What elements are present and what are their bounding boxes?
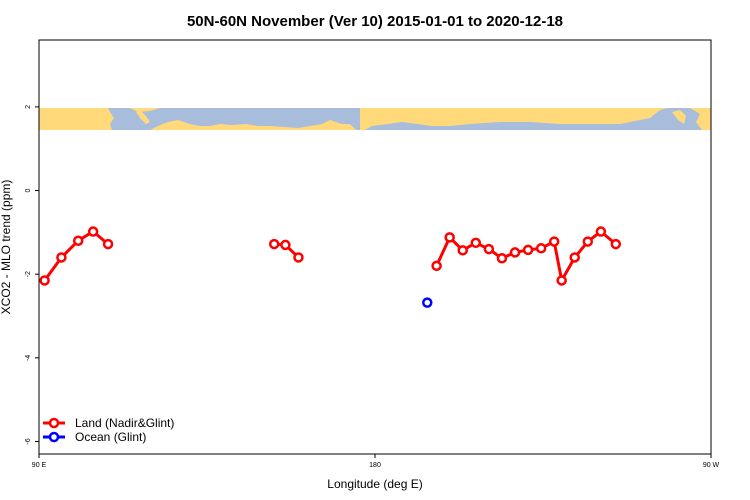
data-point-land: [39, 275, 50, 286]
y-axis-label: XCO2 - MLO trend (ppm): [0, 180, 13, 315]
x-tick-label: 90 W: [703, 462, 720, 469]
y-tick-label: -2: [25, 271, 32, 277]
legend-ocean-marker: [48, 431, 60, 443]
y-axis: -6 -4 -2 0 2: [25, 105, 39, 445]
data-point-land: [280, 239, 291, 251]
data-point-land: [556, 275, 567, 286]
data-point-land: [470, 237, 482, 249]
data-point-land: [72, 235, 84, 246]
legend-land-marker: [48, 417, 60, 429]
data-point-ocean: [422, 297, 433, 308]
data-point-land: [444, 232, 455, 243]
legend: Land (Nadir&Glint) Ocean (Glint): [43, 416, 174, 444]
x-axis-label: Longitude (deg E): [327, 477, 422, 491]
data-point-land: [87, 226, 99, 237]
data-point-land: [522, 244, 534, 256]
data-point-land: [293, 252, 304, 263]
data-point-land: [483, 243, 495, 255]
map-ocean-atlantic: [365, 108, 702, 130]
series-ocean: [422, 297, 433, 308]
y-tick-label: -6: [25, 438, 32, 444]
map-ocean-asia-east: [108, 108, 360, 130]
map-land-island-2: [672, 110, 686, 124]
x-tick-label: 180: [369, 462, 381, 469]
data-point-land: [431, 260, 442, 272]
data-point-land: [496, 253, 508, 264]
map-band: [39, 108, 711, 130]
data-point-land: [509, 247, 521, 258]
data-point-land: [569, 252, 580, 263]
data-point-land: [535, 243, 547, 254]
y-tick-label: 0: [25, 188, 32, 192]
legend-land-label: Land (Nadir&Glint): [75, 416, 174, 430]
map-land-island: [136, 110, 150, 124]
x-axis: 90 E 180 90 W: [32, 454, 720, 469]
series-land: [39, 226, 622, 286]
data-point-land: [268, 238, 280, 250]
y-tick-label: 2: [25, 105, 32, 109]
plot-area: [38, 39, 712, 455]
chart-title: 50N-60N November (Ver 10) 2015-01-01 to …: [187, 13, 563, 30]
data-point-land: [582, 236, 594, 247]
legend-ocean-label: Ocean (Glint): [75, 430, 146, 444]
data-point-land: [457, 245, 468, 256]
data-point-land: [102, 238, 114, 250]
y-tick-label: -4: [25, 355, 32, 361]
series-layer: [39, 226, 622, 308]
data-point-land: [595, 226, 607, 237]
data-point-land: [548, 236, 560, 247]
data-point-land: [610, 238, 622, 250]
data-point-land: [56, 252, 67, 263]
x-tick-label: 90 E: [32, 462, 47, 469]
